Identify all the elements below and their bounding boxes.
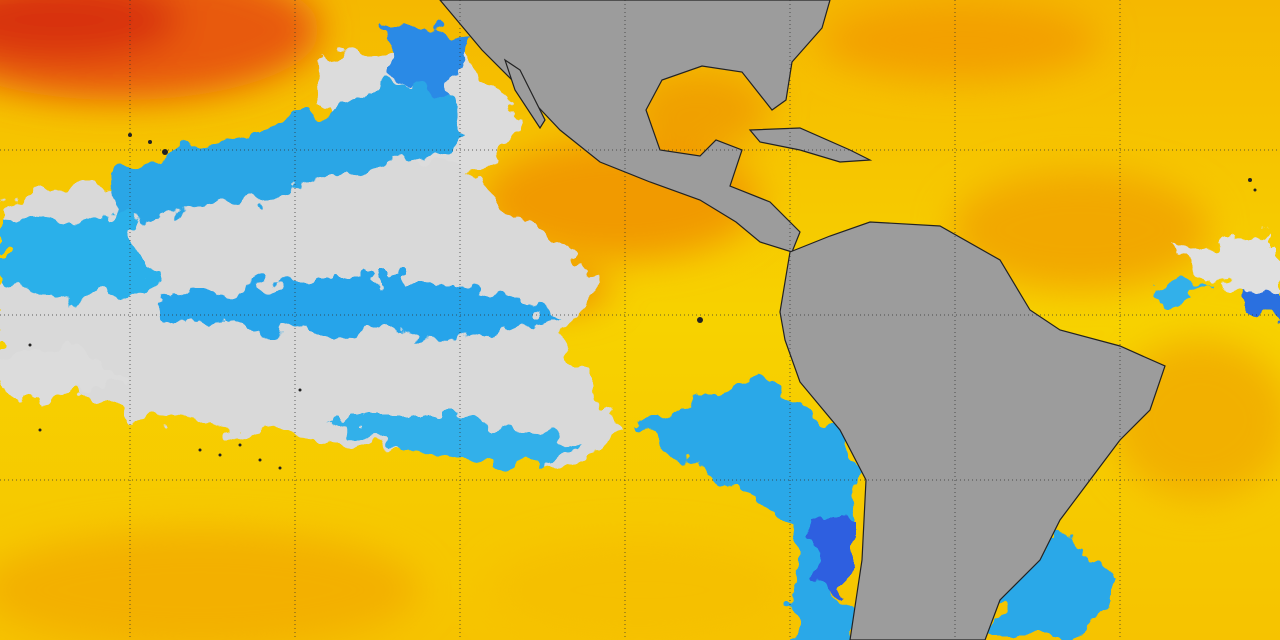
cuba bbox=[748, 127, 873, 163]
cool-anomalies bbox=[0, 20, 1280, 640]
islands bbox=[28, 133, 1257, 470]
land bbox=[439, 0, 1166, 640]
south-america bbox=[779, 221, 1166, 640]
north-america bbox=[439, 0, 831, 253]
baja-california bbox=[503, 58, 546, 130]
